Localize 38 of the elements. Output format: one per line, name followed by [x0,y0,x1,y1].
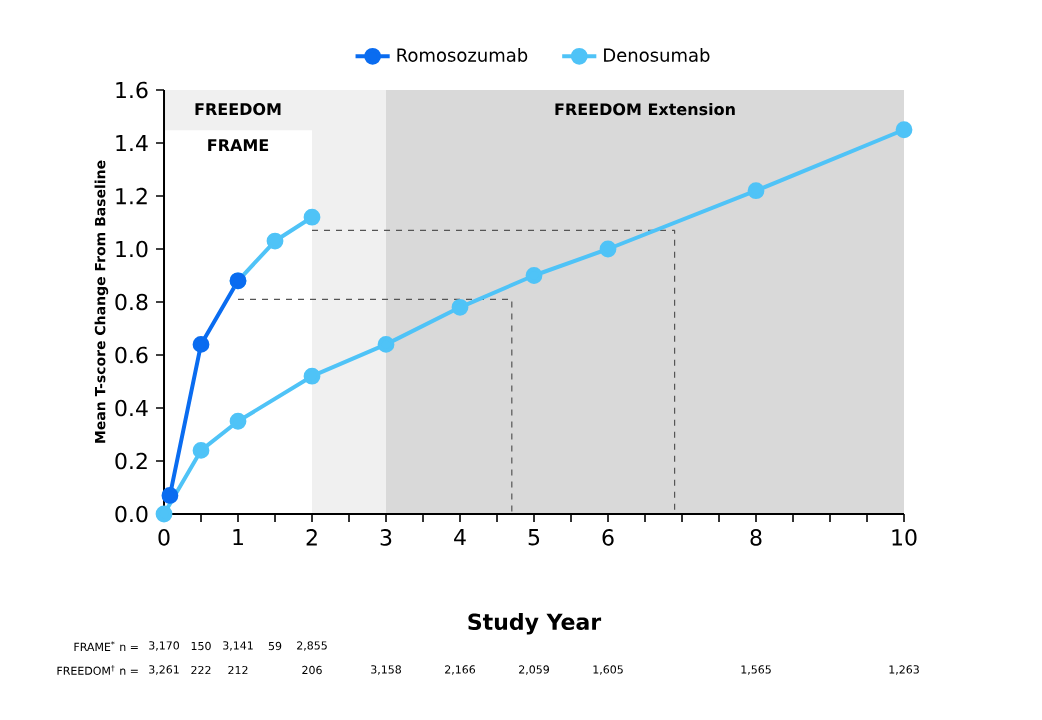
x-tick-label: 1 [233,529,243,546]
point [155,505,173,523]
x-tick-label: 3 [380,529,392,546]
point [747,182,765,200]
point [377,336,395,353]
y-tick-label: 1.4 [116,135,148,152]
x-tick-label: 5 [528,529,540,546]
x-axis-title: Study Year [468,613,602,635]
x-tick-label: 10 [892,529,917,546]
point [266,232,284,250]
y-tick-label: 0.6 [115,346,148,364]
y-tick-label: 1.2 [116,187,147,205]
band-label: FREEDOM [195,103,281,116]
x-tick-label: 0 [158,529,170,546]
point [599,240,617,258]
band-label: FREEDOM Extension [555,102,735,116]
x-tick-label: 4 [454,529,466,546]
point [525,267,543,284]
legend-label: Romosozumab [397,47,528,62]
legend-label: Denosumab [604,47,710,62]
band-label: FRAME [208,139,269,151]
point [895,121,913,139]
point [192,442,210,459]
x-tick-label: 2 [306,529,317,546]
x-tick-label: 6 [602,529,614,546]
y-tick-label: 0.0 [115,505,148,523]
point [303,208,321,226]
point [161,487,179,504]
point [229,412,247,430]
x-tick-label: 8 [750,529,762,546]
y-tick-label: 1.0 [116,240,148,258]
y-tick-label: 0.8 [115,293,148,311]
point [303,367,321,385]
y-tick-label: 0.4 [115,399,148,417]
point [192,336,210,353]
y-tick-label: 1.6 [116,81,148,99]
point [451,298,469,316]
y-tick-label: 0.2 [115,452,147,470]
